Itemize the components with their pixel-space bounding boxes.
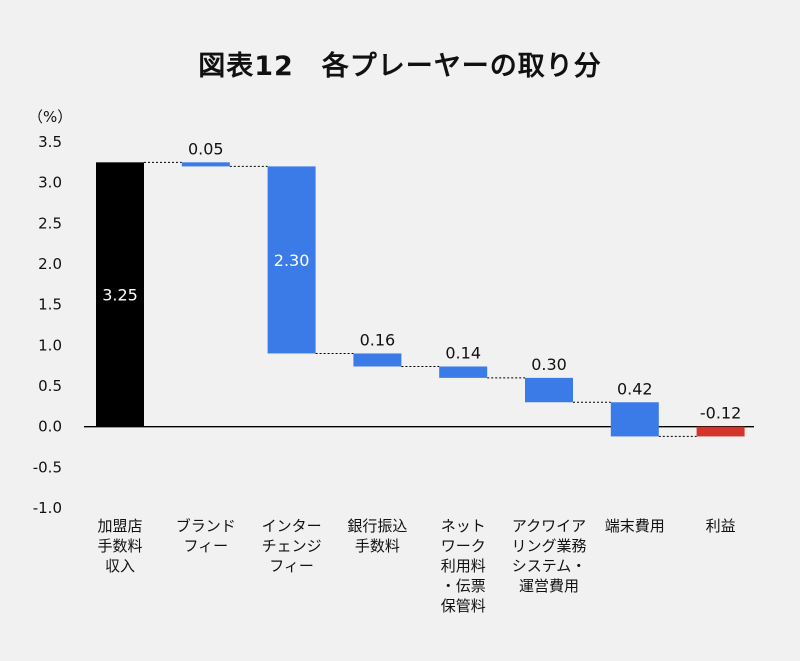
x-category-label: 銀行振込 — [347, 517, 407, 535]
x-category-label: リング業務 — [511, 537, 586, 555]
x-category-label: 保管料 — [441, 597, 486, 615]
x-category-label: 収入 — [105, 557, 135, 575]
x-category-label: 端末費用 — [605, 517, 665, 535]
bar-negative — [696, 426, 745, 437]
x-category-label: 手数料 — [355, 537, 400, 555]
x-category-label: インター — [262, 517, 322, 535]
x-category-label: ネット — [441, 517, 486, 535]
data-label: 0.30 — [531, 355, 567, 374]
x-category-label: 手数料 — [97, 537, 142, 555]
y-tick-label: 1.0 — [38, 336, 62, 354]
x-category-label: ワーク — [441, 537, 486, 555]
data-label: 0.05 — [188, 139, 224, 158]
x-category-label: システム・ — [512, 557, 587, 575]
bar-component — [353, 353, 402, 367]
bar-total — [96, 162, 144, 427]
y-tick-label: 0.0 — [38, 418, 62, 436]
y-tick-label: 3.0 — [38, 174, 62, 192]
x-category-label: チェンジ — [262, 537, 322, 555]
x-category-label: 運営費用 — [519, 577, 579, 595]
bar-component — [610, 402, 659, 437]
y-tick-label: 2.5 — [38, 214, 62, 232]
bar-component — [181, 162, 230, 167]
bar-component — [525, 377, 573, 403]
y-tick-label: 0.5 — [38, 377, 62, 395]
data-label: -0.12 — [700, 404, 741, 423]
y-unit-label: （%） — [28, 108, 73, 126]
bar-component — [439, 366, 488, 378]
data-label: 0.42 — [617, 379, 653, 398]
x-category-label: フィー — [183, 537, 228, 555]
bar-component — [267, 166, 316, 354]
x-category-label: フィー — [269, 557, 314, 575]
y-tick-label: 3.5 — [38, 133, 62, 151]
data-label: 0.14 — [445, 343, 481, 362]
x-category-label: 加盟店 — [97, 517, 142, 535]
data-label: 0.16 — [360, 330, 396, 349]
x-category-label: ・伝票 — [441, 577, 486, 595]
y-tick-label: -1.0 — [33, 499, 62, 517]
y-tick-label: 1.5 — [38, 296, 62, 314]
x-category-label: アクワイア — [512, 517, 586, 535]
data-label: 2.30 — [274, 251, 310, 270]
x-category-label: ブランド — [176, 517, 236, 535]
x-category-label: 利益 — [706, 517, 736, 535]
y-tick-label: 2.0 — [38, 255, 62, 273]
data-label: 3.25 — [102, 286, 138, 305]
chart-title: 図表12 各プレーヤーの取り分 — [198, 51, 602, 82]
y-tick-label: -0.5 — [33, 458, 62, 476]
x-category-label: 利用料 — [441, 557, 486, 575]
